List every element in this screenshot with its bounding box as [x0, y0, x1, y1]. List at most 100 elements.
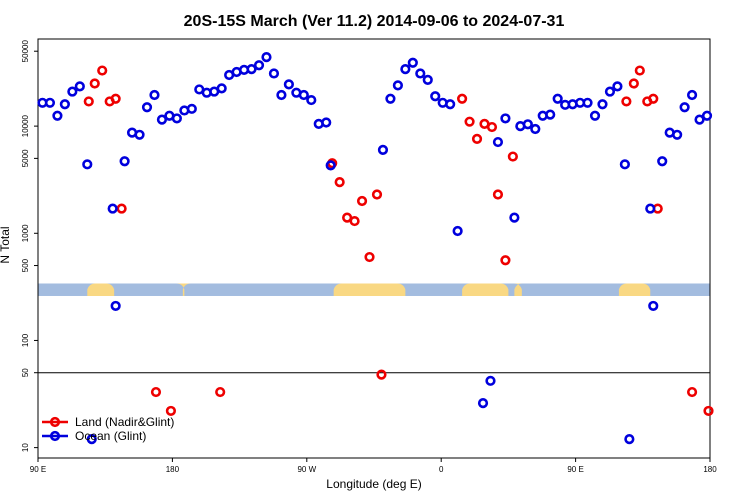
point-s1-38	[325, 160, 336, 171]
point-s1-31	[276, 89, 287, 101]
point-s1-75	[672, 129, 683, 140]
y-tick-label-1: 50	[21, 368, 30, 377]
point-s1-41	[392, 80, 403, 91]
point-s1-13	[141, 102, 153, 113]
point-s1-23	[216, 83, 227, 94]
point-s0-18	[464, 116, 475, 127]
point-s1-50	[477, 398, 489, 409]
point-s1-14	[149, 89, 160, 101]
series-0-points	[83, 65, 714, 417]
point-s1-46	[430, 91, 441, 102]
point-s1-4	[67, 86, 78, 97]
x-tick-label-0: 90 E	[30, 465, 46, 474]
point-s1-68	[612, 81, 623, 92]
point-s1-70	[624, 434, 635, 445]
point-s0-29	[648, 93, 659, 104]
point-s1-73	[657, 156, 668, 167]
legend-marker-0	[49, 416, 61, 428]
point-s1-66	[597, 99, 608, 110]
point-s1-44	[415, 68, 426, 79]
y-tick-label-0: 10	[21, 443, 30, 452]
y-tick-label-5: 5000	[21, 149, 30, 167]
point-s1-12	[134, 129, 145, 140]
x-axis-label: Longitude (deg E)	[326, 477, 421, 491]
y-tick-label-7: 50000	[21, 40, 30, 63]
y-tick-label-6: 10000	[21, 114, 30, 137]
point-s1-71	[645, 203, 656, 214]
point-s1-79	[701, 110, 713, 121]
point-s1-30	[268, 68, 280, 79]
x-tick-label-1: 180	[166, 465, 180, 474]
point-s0-16	[376, 369, 387, 380]
point-s1-69	[619, 159, 630, 170]
point-s1-40	[385, 93, 396, 104]
legend-marker-1	[49, 430, 61, 442]
point-s1-59	[545, 109, 556, 120]
y-axis-label: N Total	[0, 226, 12, 263]
point-s0-0	[83, 96, 94, 107]
chart-title: 20S-15S March (Ver 11.2) 2014-09-06 to 2…	[184, 13, 565, 30]
point-s0-21	[486, 121, 498, 133]
point-s1-43	[407, 57, 418, 68]
point-s0-24	[507, 151, 518, 162]
x-tick-label-2: 90 W	[297, 465, 316, 474]
land-segment-4	[513, 283, 523, 296]
point-s1-9	[110, 300, 121, 312]
point-s1-45	[422, 74, 433, 85]
point-s0-27	[634, 65, 645, 76]
point-s1-37	[321, 117, 332, 128]
y-axis: 10 50 100 500 1000 5000 10000 50000	[21, 40, 38, 452]
point-s1-60	[552, 93, 563, 104]
point-s1-19	[186, 103, 197, 114]
point-s0-32	[703, 405, 714, 417]
point-s1-27	[246, 64, 257, 75]
point-s1-52	[492, 136, 504, 148]
point-s1-2	[52, 110, 63, 121]
point-s0-4	[110, 93, 121, 104]
land-segment-5	[618, 283, 651, 296]
point-s1-32	[283, 79, 294, 90]
x-tick-label-4: 90 E	[567, 465, 583, 474]
point-s0-14	[364, 251, 375, 263]
point-s0-19	[471, 133, 483, 144]
point-s0-5	[116, 203, 127, 214]
point-s0-17	[457, 93, 468, 104]
land-segment-0	[87, 283, 115, 296]
land-segment-2	[333, 283, 406, 296]
point-s0-1	[89, 78, 100, 89]
point-s0-13	[356, 195, 368, 207]
point-s1-67	[604, 86, 616, 97]
point-s1-54	[509, 212, 520, 223]
point-s0-2	[97, 65, 108, 76]
series-1-points	[37, 52, 713, 445]
point-s1-76	[679, 102, 690, 113]
land-segment-3	[462, 283, 509, 296]
point-s1-6	[82, 159, 93, 170]
point-s1-39	[377, 144, 389, 155]
point-s1-3	[59, 99, 70, 110]
x-tick-label-5: 180	[703, 465, 717, 474]
land-ocean-strip	[38, 283, 710, 296]
point-s1-48	[445, 99, 456, 110]
legend: Land (Nadir&Glint)Ocean (Glint)	[42, 415, 174, 443]
point-s1-15	[156, 114, 168, 125]
point-s1-49	[452, 225, 463, 237]
point-s1-57	[530, 123, 541, 135]
point-s0-31	[686, 386, 698, 398]
point-s1-53	[500, 113, 511, 124]
legend-label-1: Ocean (Glint)	[75, 429, 146, 443]
y-tick-label-4: 1000	[21, 224, 30, 242]
point-s1-72	[648, 300, 659, 312]
data-points	[37, 52, 714, 445]
point-s1-17	[171, 113, 182, 124]
point-s0-12	[349, 215, 360, 227]
point-s0-26	[628, 78, 639, 89]
x-axis: 90 E 180 90 W 0 90 E 180	[30, 458, 717, 474]
point-s1-28	[253, 60, 265, 71]
point-s0-6	[150, 386, 162, 398]
point-s1-35	[306, 94, 317, 106]
point-s1-29	[261, 52, 272, 63]
point-s0-15	[371, 189, 383, 200]
point-s1-77	[686, 89, 698, 101]
